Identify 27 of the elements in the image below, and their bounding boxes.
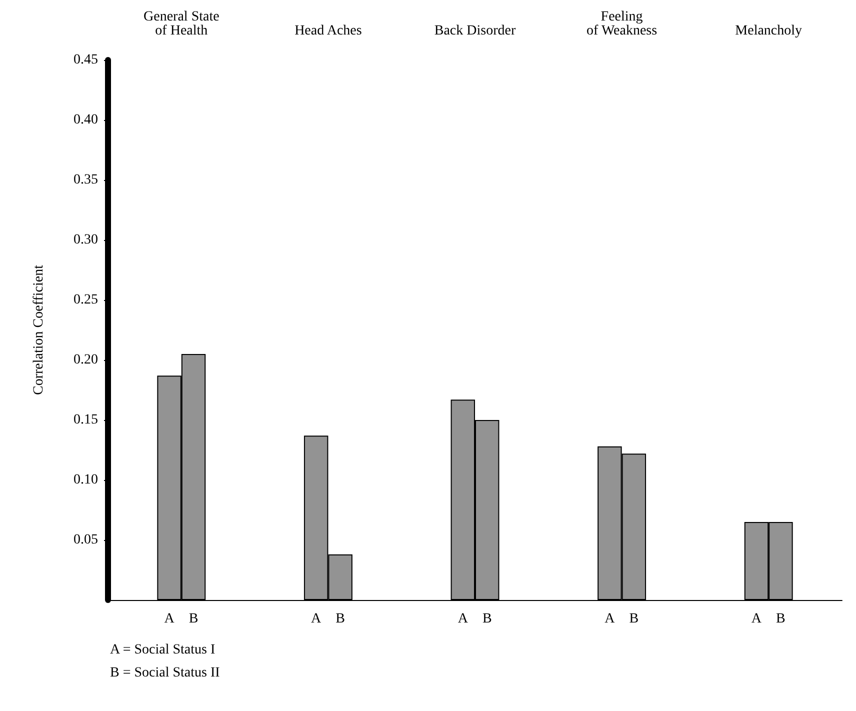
text: B — [776, 612, 786, 626]
text: B — [482, 612, 492, 626]
series-label: A — [164, 612, 176, 626]
x-tick-label: Melancholy — [735, 24, 802, 38]
text: A — [604, 612, 615, 626]
y-tick-label: 0.20 — [74, 352, 98, 368]
text: B = Social Status II — [110, 666, 220, 680]
y-tick-label: 0.15 — [74, 412, 98, 428]
y-tick-label: 0.40 — [74, 112, 98, 128]
x-tick-label: Feeling of Weakness — [586, 10, 658, 38]
y-tick-label: 0.25 — [74, 292, 98, 308]
y-tick-label: 0.05 — [74, 532, 98, 548]
y-tick-label: 0.10 — [74, 472, 98, 488]
y-tick-label: 0.45 — [74, 52, 98, 68]
text: A — [751, 612, 762, 626]
x-tick-label: Back Disorder — [434, 24, 516, 38]
text: A = Social Status I — [110, 642, 216, 658]
x-tick-label: General State of Health — [144, 10, 220, 38]
text: B — [336, 612, 345, 626]
text: B — [629, 612, 639, 626]
y-tick-label: 0.30 — [74, 232, 98, 248]
x-tick-label: Head Aches — [294, 24, 362, 38]
text: A — [311, 612, 322, 626]
y-tick-label: 0.35 — [74, 172, 98, 188]
y-axis-title: Correlation Coefficient — [32, 264, 46, 395]
series-label: B — [188, 612, 198, 626]
text: A — [458, 612, 468, 626]
